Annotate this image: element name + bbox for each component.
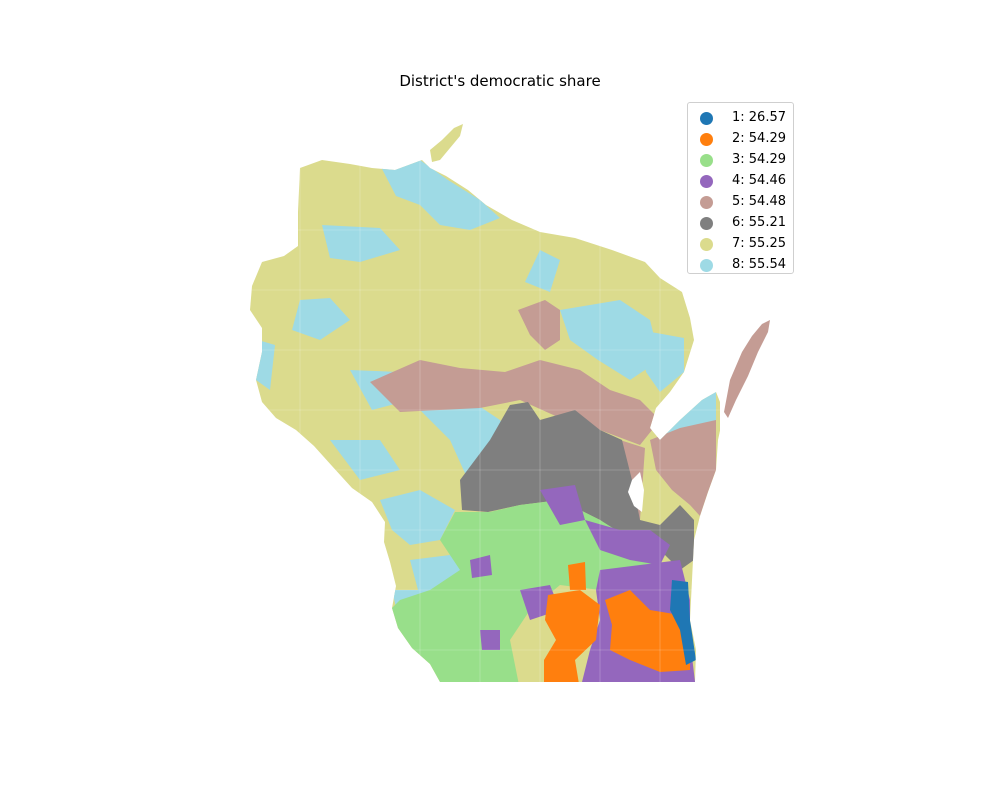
- circle-marker-icon: [700, 112, 713, 125]
- legend-label: 6: 55.21: [732, 215, 786, 230]
- map-title: District's democratic share: [399, 72, 601, 90]
- legend-item-district-5: 5: 54.48: [688, 192, 795, 212]
- map-legend: 1: 26.57 2: 54.29 3: 54.29 4: 54.46 5: 54.48…: [687, 102, 794, 274]
- legend-item-district-8: 8: 55.54: [688, 255, 795, 275]
- legend-item-district-4: 4: 54.46: [688, 171, 795, 191]
- apostle-islands-district-7: [430, 124, 463, 162]
- district-5-region: [370, 300, 716, 525]
- circle-marker-icon: [700, 175, 713, 188]
- circle-marker-icon: [700, 196, 713, 209]
- legend-item-district-1: 1: 26.57: [688, 108, 795, 128]
- circle-marker-icon: [700, 259, 713, 272]
- legend-label: 5: 54.48: [732, 194, 786, 209]
- lake-winnebago: [628, 472, 644, 512]
- legend-label: 1: 26.57: [732, 110, 786, 125]
- circle-marker-icon: [700, 238, 713, 251]
- district-1-region: [670, 580, 696, 665]
- circle-marker-icon: [700, 217, 713, 230]
- legend-label: 4: 54.46: [732, 173, 786, 188]
- legend-label: 7: 55.25: [732, 236, 786, 251]
- legend-label: 2: 54.29: [732, 131, 786, 146]
- legend-item-district-7: 7: 55.25: [688, 234, 795, 254]
- district-3-region: [380, 500, 660, 682]
- legend-item-district-6: 6: 55.21: [688, 213, 795, 233]
- legend-item-district-2: 2: 54.29: [688, 129, 795, 149]
- circle-marker-icon: [700, 133, 713, 146]
- door-peninsula-district-5: [724, 320, 770, 418]
- legend-label: 3: 54.29: [732, 152, 786, 167]
- district-2-region: [544, 562, 690, 682]
- precinct-boundaries: [250, 160, 720, 682]
- legend-label: 8: 55.54: [732, 257, 786, 272]
- legend-item-district-3: 3: 54.29: [688, 150, 795, 170]
- circle-marker-icon: [700, 154, 713, 167]
